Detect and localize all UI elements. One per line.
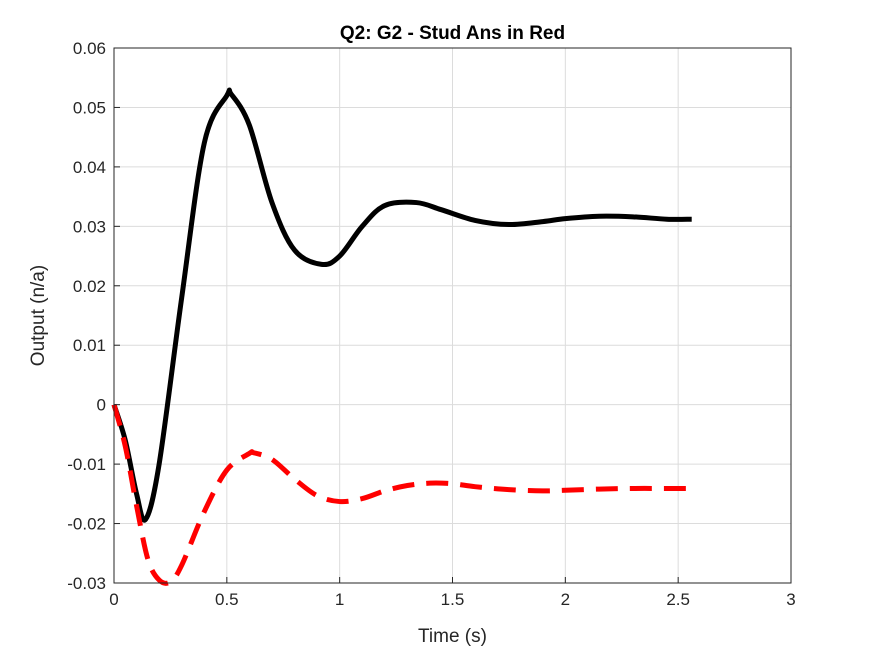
x-axis-label: Time (s) bbox=[418, 626, 487, 647]
y-tick-label: 0.01 bbox=[73, 336, 106, 355]
x-tick-label: 2.5 bbox=[666, 590, 690, 609]
series-line-1 bbox=[111, 87, 692, 523]
y-tick-label: 0.05 bbox=[73, 98, 106, 117]
x-axis-ticks: 0 0.5 1 1.5 2 2.5 3 bbox=[109, 577, 796, 609]
x-tick-label: 1 bbox=[335, 590, 344, 609]
chart-title: Q2: G2 - Stud Ans in Red bbox=[340, 23, 565, 44]
y-axis-label: Output (n/a) bbox=[28, 265, 49, 366]
y-tick-label: -0.01 bbox=[67, 455, 106, 474]
y-tick-label: 0.03 bbox=[73, 217, 106, 236]
y-axis-ticks: -0.03 -0.02 -0.01 0 0.01 0.02 0.03 0.04 0.05 0.06 bbox=[67, 39, 120, 593]
y-tick-label: 0.06 bbox=[73, 39, 106, 58]
y-tick-label: 0 bbox=[97, 396, 106, 415]
y-tick-label: 0.02 bbox=[73, 277, 106, 296]
x-tick-label: 0 bbox=[109, 590, 118, 609]
y-tick-label: -0.02 bbox=[67, 515, 106, 534]
y-tick-label: 0.04 bbox=[73, 158, 106, 177]
x-tick-label: 3 bbox=[786, 590, 795, 609]
x-tick-label: 2 bbox=[561, 590, 570, 609]
x-tick-label: 0.5 bbox=[215, 590, 239, 609]
y-tick-label: -0.03 bbox=[67, 574, 106, 593]
x-tick-label: 1.5 bbox=[441, 590, 465, 609]
